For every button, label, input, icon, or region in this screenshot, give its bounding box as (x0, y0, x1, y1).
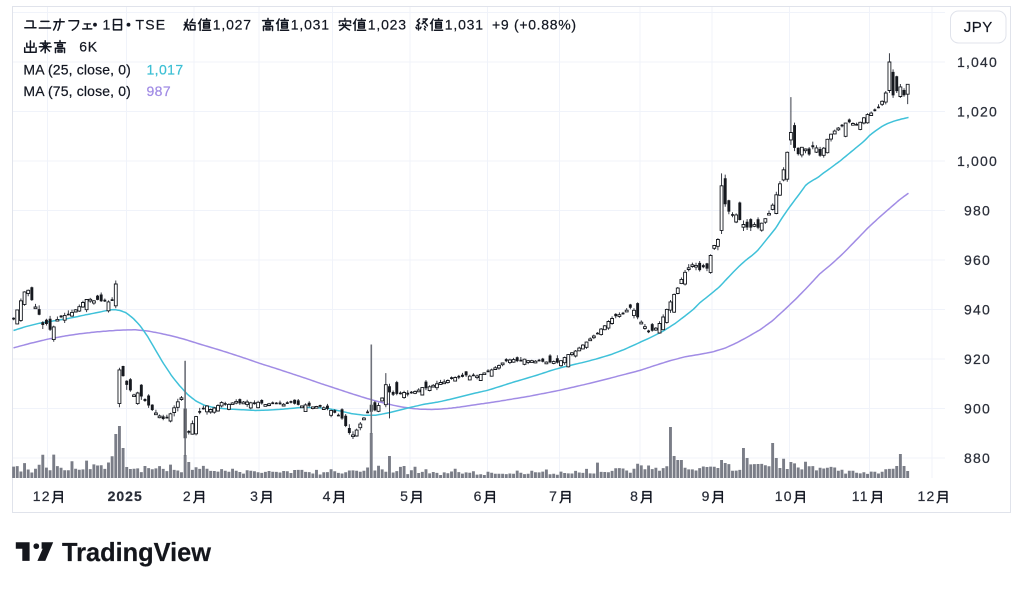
svg-text:1,023: 1,023 (368, 17, 407, 33)
svg-text:12: 12 (33, 488, 51, 504)
svg-text:11: 11 (852, 488, 869, 504)
svg-text:4: 4 (323, 488, 332, 504)
svg-text:1,027: 1,027 (213, 17, 252, 33)
svg-text:6: 6 (79, 39, 87, 55)
svg-text:MA (25, close, 0): MA (25, close, 0) (23, 62, 131, 78)
svg-text:5: 5 (400, 488, 409, 504)
svg-text:1,020: 1,020 (957, 104, 998, 120)
svg-text:MA (75, close, 0): MA (75, close, 0) (23, 83, 131, 99)
svg-text:2: 2 (183, 488, 192, 504)
svg-text:TSE: TSE (136, 17, 167, 33)
svg-text:K: K (88, 39, 98, 55)
svg-text:7: 7 (549, 488, 558, 504)
svg-text:880: 880 (964, 450, 991, 466)
svg-text:10: 10 (775, 488, 793, 504)
svg-text:3: 3 (250, 488, 259, 504)
svg-text:12: 12 (918, 488, 936, 504)
svg-text:6: 6 (474, 488, 483, 504)
svg-text:940: 940 (964, 302, 991, 318)
svg-text:900: 900 (964, 401, 991, 417)
svg-text:987: 987 (147, 83, 172, 99)
svg-text:TradingView: TradingView (62, 537, 212, 567)
svg-text:960: 960 (964, 252, 991, 268)
svg-text:2025: 2025 (108, 488, 143, 504)
svg-text:1,017: 1,017 (147, 62, 184, 78)
svg-text:1,031: 1,031 (291, 17, 330, 33)
svg-text:1,040: 1,040 (957, 54, 998, 70)
svg-text:980: 980 (964, 203, 991, 219)
svg-text:+9 (+0.88%): +9 (+0.88%) (492, 17, 577, 33)
svg-text:8: 8 (630, 488, 639, 504)
svg-text:JPY: JPY (964, 19, 993, 36)
svg-text:920: 920 (964, 351, 991, 367)
svg-text:1: 1 (103, 17, 111, 33)
svg-text:9: 9 (702, 488, 711, 504)
svg-text:1,031: 1,031 (445, 17, 484, 33)
svg-text:1,000: 1,000 (957, 153, 998, 169)
